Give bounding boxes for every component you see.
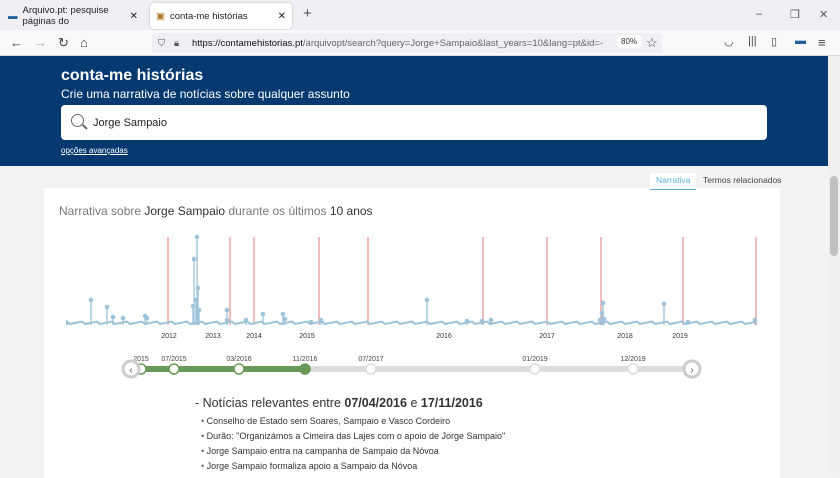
- slider-next-button[interactable]: [682, 359, 702, 379]
- site-title: conta-me histórias: [61, 67, 204, 84]
- slider-label: 2015: [133, 356, 149, 363]
- tab-contame[interactable]: ▣ conta-me histórias ✕: [150, 3, 292, 29]
- volume-point: [752, 317, 758, 323]
- year-label: 2017: [539, 333, 555, 340]
- slider-point[interactable]: [529, 363, 541, 375]
- search-input[interactable]: Jorge Sampaio: [61, 105, 767, 140]
- volume-point: [195, 285, 201, 291]
- year-label: 2016: [436, 333, 452, 340]
- news-item[interactable]: Durão: "Organizámos a Cimeira das Lajes …: [201, 431, 506, 446]
- tab-bar: ▬ Arquivo.pt: pesquise páginas do ✕ ▣ conta…: [0, 0, 840, 30]
- zoom-level[interactable]: 80%: [617, 35, 642, 48]
- tab-arquivo[interactable]: ▬ Arquivo.pt: pesquise páginas do ✕: [8, 5, 138, 27]
- volume-point: [260, 311, 266, 317]
- slider-label: 12/2019: [620, 356, 645, 363]
- volume-point: [308, 319, 314, 325]
- year-label: 2015: [299, 333, 315, 340]
- advanced-options-link[interactable]: opções avançadas: [61, 146, 128, 155]
- slider-point[interactable]: [365, 363, 377, 375]
- volume-point: [88, 297, 94, 303]
- favicon-icon: ▣: [156, 10, 165, 22]
- header: conta-me histórias Crie uma narrativa de…: [0, 56, 828, 166]
- slider-label: 11/2016: [293, 356, 318, 363]
- year-label: 2012: [161, 333, 177, 340]
- volume-point: [479, 318, 485, 324]
- slider-point[interactable]: [627, 363, 639, 375]
- narrative-title: Narrativa sobre Jorge Sampaio durante os…: [59, 204, 373, 218]
- close-tab-icon[interactable]: ✕: [129, 10, 138, 22]
- volume-point: [488, 317, 494, 323]
- volume-point: [224, 307, 230, 313]
- close-tab-icon[interactable]: ✕: [277, 10, 286, 22]
- volume-point: [661, 301, 667, 307]
- extension-icon[interactable]: ▬: [795, 35, 806, 47]
- year-label: 2019: [672, 333, 688, 340]
- news-heading: - Notícias relevantes entre 07/04/2016 e…: [195, 396, 483, 410]
- close-window-button[interactable]: ✕: [819, 9, 829, 21]
- year-label: 2013: [205, 333, 221, 340]
- volume-point: [104, 304, 110, 310]
- home-icon[interactable]: ⌂: [80, 35, 88, 50]
- library-icon[interactable]: |||: [748, 35, 757, 47]
- bookmark-star-icon[interactable]: ☆: [646, 35, 658, 50]
- forward-icon[interactable]: →: [34, 35, 47, 50]
- volume-point: [191, 256, 197, 262]
- news-section: - Notícias relevantes entre 07/04/2016 e…: [195, 396, 505, 476]
- slider-point[interactable]: [299, 363, 311, 375]
- back-icon[interactable]: ←: [10, 35, 23, 50]
- slider-label: 07/2017: [358, 356, 383, 363]
- lock-icon: 🔒︎: [174, 37, 180, 49]
- slider-label: 01/2019: [522, 356, 547, 363]
- volume-point: [120, 315, 126, 321]
- volume-point: [194, 234, 200, 240]
- volume-point: [424, 297, 430, 303]
- volume-point: [282, 316, 288, 322]
- sidebar-icon[interactable]: ▯: [771, 36, 778, 48]
- slider-label: 03/2016: [226, 356, 251, 363]
- pocket-icon[interactable]: ◡: [724, 36, 734, 48]
- volume-point: [318, 317, 324, 323]
- volume-point: [144, 315, 150, 321]
- shield-icon: ⛉: [158, 37, 166, 49]
- tab-termos-relacionados[interactable]: Termos relacionados: [703, 175, 782, 185]
- year-label: 2014: [246, 333, 262, 340]
- slider-prev-button[interactable]: [121, 359, 141, 379]
- slider-next-icon: ›: [690, 365, 693, 376]
- news-item[interactable]: Jorge Sampaio formaliza apoio a Sampaio …: [201, 461, 505, 476]
- volume-point: [243, 317, 249, 323]
- scrollbar[interactable]: [828, 56, 840, 473]
- arquivo-icon: ▬: [8, 10, 18, 22]
- volume-point: [600, 300, 606, 306]
- search-icon: [71, 114, 84, 127]
- volume-point: [597, 317, 603, 323]
- volume-point: [464, 318, 470, 324]
- tab-narrativa[interactable]: Narrativa: [650, 173, 697, 190]
- nav-bar: ← → ↻ ⌂ ⛉ 🔒︎ https://contamehistorias.pt/a…: [0, 30, 840, 56]
- year-label: 2018: [617, 333, 633, 340]
- address-bar[interactable]: ⛉ 🔒︎ https://contamehistorias.pt/arquivopt…: [152, 33, 662, 53]
- volume-point: [110, 314, 116, 320]
- new-tab-button[interactable]: +: [303, 5, 312, 22]
- slider-prev-icon: ‹: [129, 365, 132, 376]
- volume-point: [196, 307, 202, 313]
- slider-point[interactable]: [168, 363, 180, 375]
- reload-icon[interactable]: ↻: [58, 35, 69, 50]
- site-subtitle: Crie uma narrativa de notícias sobre qua…: [61, 87, 350, 101]
- menu-icon[interactable]: ≡: [818, 35, 826, 50]
- slider-point[interactable]: [233, 363, 245, 375]
- volume-point: [280, 311, 286, 317]
- restore-button[interactable]: ❐: [790, 9, 800, 21]
- slider-label: 07/2015: [161, 356, 186, 363]
- news-item[interactable]: Jorge Sampaio entra na campanha de Sampa…: [201, 446, 505, 461]
- volume-point: [685, 319, 691, 325]
- volume-point: [601, 316, 607, 322]
- minimize-button[interactable]: –: [756, 8, 763, 20]
- volume-baseline: [66, 319, 758, 326]
- news-item[interactable]: Conselho de Estado sem Soares, Sampaio e…: [201, 416, 505, 431]
